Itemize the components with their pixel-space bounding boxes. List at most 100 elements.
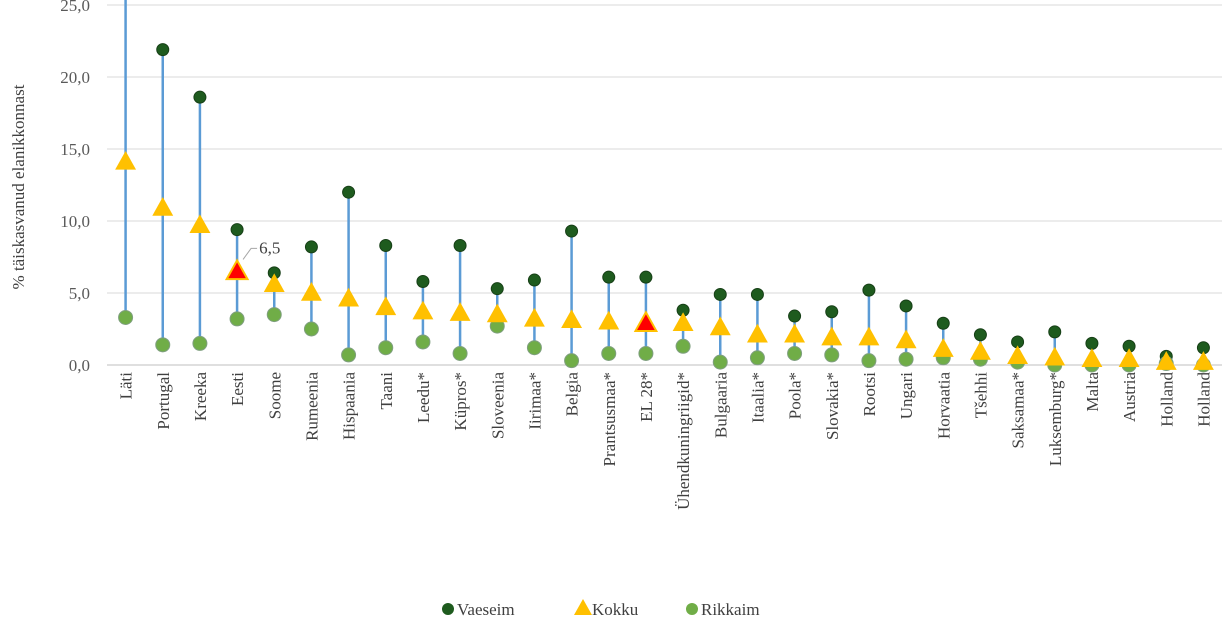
point-kokku [375, 296, 397, 316]
point-kokku [858, 326, 880, 346]
point-kokku [598, 310, 620, 330]
y-axis-title: % täiskasvanud elanikkonnast [9, 84, 28, 289]
x-tick-label: Poola* [786, 372, 805, 419]
point-rikkaim [192, 335, 208, 351]
point-kokku-highlight [633, 310, 659, 332]
point-vaeseim [1085, 336, 1099, 350]
x-tick-label: Ungari [897, 372, 916, 419]
gridlines [107, 4, 1222, 366]
x-tick-label: Eesti [228, 372, 247, 406]
point-vaeseim [416, 274, 430, 288]
point-kokku [412, 300, 434, 320]
point-vaeseim [342, 185, 356, 199]
y-tick-label: 0,0 [69, 356, 90, 375]
point-rikkaim [861, 353, 877, 369]
point-vaeseim [156, 43, 170, 57]
legend: Vaeseim Kokku Rikkaim [442, 599, 760, 619]
point-vaeseim [973, 328, 987, 342]
x-tick-label: Belgia [563, 372, 582, 417]
point-kokku [1081, 348, 1103, 367]
point-rikkaim [229, 311, 245, 327]
x-tick-label: Holland [1157, 372, 1176, 427]
y-tick-label: 20,0 [60, 68, 90, 87]
x-tick-label: Slovakia* [823, 372, 842, 440]
point-vaeseim [713, 287, 727, 301]
point-kokku [263, 273, 285, 293]
y-tick-label: 25,0 [60, 0, 90, 15]
point-rikkaim [898, 351, 914, 367]
x-tick-label: Tšehhi [971, 372, 990, 419]
point-rikkaim [155, 337, 171, 353]
point-kokku [1192, 351, 1214, 370]
point-rikkaim [601, 345, 617, 361]
point-rikkaim [712, 354, 728, 370]
point-kokku [1155, 351, 1177, 370]
legend-label: Kokku [592, 600, 639, 619]
y-axis-ticks: 0,0 5,0 10,0 15,0 20,0 25,0 [60, 0, 90, 375]
point-kokku [672, 312, 694, 331]
x-tick-label: EL 28* [637, 372, 656, 422]
x-tick-label: Itaalia* [748, 372, 767, 423]
x-tick-label: Leedu* [414, 372, 433, 423]
x-tick-label: Läti [117, 372, 136, 400]
point-rikkaim [452, 345, 468, 361]
point-kokku [895, 329, 917, 349]
x-tick-label: Hispaania [340, 372, 359, 440]
y-tick-label: 15,0 [60, 140, 90, 159]
data-marks [115, 43, 1214, 373]
point-kokku [486, 303, 508, 323]
point-kokku [746, 323, 768, 343]
point-vaeseim [304, 240, 318, 254]
legend-marker-rikkaim [686, 603, 698, 615]
x-tick-label: Sloveenia [488, 372, 507, 439]
point-vaeseim [639, 270, 653, 284]
x-tick-label: Rumeenia [302, 372, 321, 441]
point-vaeseim [788, 309, 802, 323]
point-kokku [189, 214, 211, 234]
point-vaeseim [936, 316, 950, 330]
point-rikkaim [675, 338, 691, 354]
point-rikkaim [303, 321, 319, 337]
x-tick-label: Küpros* [451, 372, 470, 431]
x-tick-label: Bulgaaria [711, 372, 730, 439]
x-axis-ticks: Läti Portugal Kreeka Eesti Soome Rumeenia Hisp… [117, 372, 1214, 510]
point-kokku [115, 150, 137, 170]
point-vaeseim [193, 90, 207, 104]
range-lines [124, 0, 1205, 365]
point-vaeseim [565, 224, 579, 238]
legend-marker-vaeseim [442, 603, 454, 615]
point-rikkaim [749, 350, 765, 366]
point-vaeseim [1048, 325, 1062, 339]
point-kokku [523, 307, 545, 327]
point-kokku [561, 309, 583, 329]
point-rikkaim [526, 340, 542, 356]
data-label: 6,5 [259, 238, 280, 257]
point-rikkaim [118, 309, 134, 325]
x-tick-label: Holland [1194, 372, 1213, 427]
point-rikkaim [341, 347, 357, 363]
x-tick-label: Malta [1083, 372, 1102, 412]
point-kokku [784, 323, 806, 343]
point-vaeseim [602, 270, 616, 284]
point-kokku [300, 282, 322, 301]
point-vaeseim [453, 238, 467, 252]
point-kokku [1044, 346, 1066, 366]
point-vaeseim [379, 238, 393, 252]
legend-label: Vaeseim [457, 600, 515, 619]
point-rikkaim [415, 334, 431, 350]
point-kokku [821, 326, 843, 346]
point-rikkaim [787, 345, 803, 361]
legend-label: Rikkaim [701, 600, 760, 619]
point-vaeseim [825, 305, 839, 319]
x-tick-label: Austria [1120, 372, 1139, 423]
point-kokku [1118, 348, 1140, 367]
point-kokku [338, 287, 360, 307]
legend-marker-kokku [574, 599, 592, 615]
point-rikkaim [266, 307, 282, 323]
x-tick-label: Taani [377, 372, 396, 410]
point-vaeseim [750, 287, 764, 301]
annotations: 6,5 [242, 238, 280, 260]
point-kokku [449, 302, 471, 321]
y-tick-label: 5,0 [69, 284, 90, 303]
